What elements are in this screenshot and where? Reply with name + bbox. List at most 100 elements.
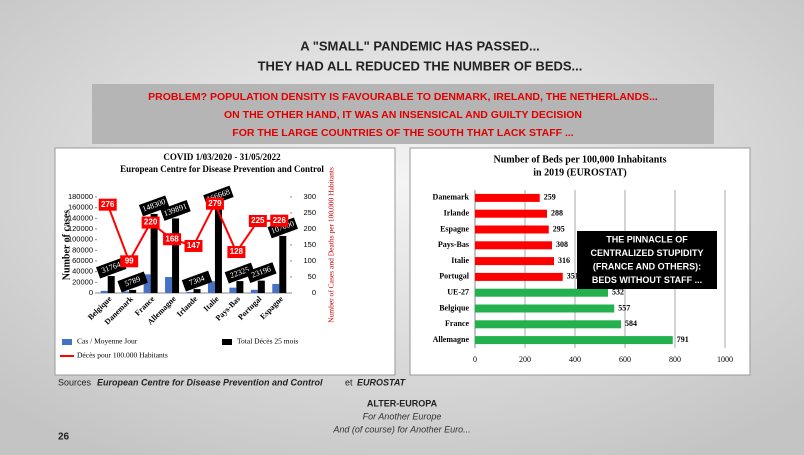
y-tick-label: Espagne xyxy=(440,224,469,233)
data-label: 31764 xyxy=(96,257,127,279)
annotation-box xyxy=(577,231,717,289)
banner-text: FOR THE LARGE COUNTRIES OF THE SOUTH THA… xyxy=(232,127,574,139)
data-label-box xyxy=(141,216,160,229)
annotation-text: BEDS WITHOUT STAFF ... xyxy=(592,275,702,285)
data-label: 288 xyxy=(551,209,563,218)
data-label-box xyxy=(205,197,224,210)
x-tick-label: 1000 xyxy=(717,355,733,364)
bar xyxy=(229,287,237,293)
bar xyxy=(475,288,608,297)
bar xyxy=(279,235,287,293)
y2-tick-label: 150 xyxy=(303,240,316,249)
data-label-box xyxy=(117,271,148,293)
legend-label: Total Décès 25 mois xyxy=(237,337,298,346)
y-tick-label: 120000 xyxy=(68,224,93,233)
y2-tick-label: 100 xyxy=(303,256,316,265)
data-label: 23196 xyxy=(246,262,277,284)
data-label: 259 xyxy=(544,193,556,202)
data-label-text: 226 xyxy=(273,216,287,225)
data-label: 791 xyxy=(677,335,689,344)
data-label-box xyxy=(246,262,277,284)
banner xyxy=(92,84,714,144)
y-tick-label: Belgique xyxy=(439,303,469,312)
y-tick-label: 160000 xyxy=(68,203,93,212)
sources-sep: et xyxy=(345,377,353,387)
y2-axis-title: Number of Cases and Deaths per 100,000 H… xyxy=(327,167,336,323)
y-tick-label: 0 xyxy=(89,288,93,297)
bar xyxy=(165,277,173,293)
chart-subtitle: European Centre for Disease Prevention a… xyxy=(120,164,324,174)
data-label-box xyxy=(96,257,127,279)
data-label-text: 279 xyxy=(208,199,222,208)
bar xyxy=(214,204,222,293)
annotation-text: THE PINNACLE OF xyxy=(606,234,688,244)
bar xyxy=(207,281,215,293)
y-tick-label: Allemagne xyxy=(433,335,470,344)
data-label-box xyxy=(160,199,191,221)
data-label-box xyxy=(163,233,182,246)
bar xyxy=(107,276,115,293)
y-tick-label: UE-27 xyxy=(447,288,469,297)
y-tick-label: 100000 xyxy=(68,235,93,244)
bar xyxy=(250,289,258,293)
chart-title: COVID 1/03/2020 - 31/05/2022 xyxy=(163,152,281,162)
data-label-box xyxy=(181,270,213,292)
banner-text: ON THE OTHER HAND, IT WAS AN INSENSICAL … xyxy=(224,109,582,121)
y-axis-title: Number of cases xyxy=(61,210,72,280)
y2-tick-label: 250 xyxy=(303,208,316,217)
bar xyxy=(272,283,280,293)
bar xyxy=(475,320,621,329)
y-tick-label: 60000 xyxy=(72,256,93,265)
data-label: 295 xyxy=(553,224,565,233)
bar xyxy=(257,280,265,293)
y-tick-label: Pays-Bas xyxy=(438,240,469,249)
y-tick-label: 40000 xyxy=(72,267,93,276)
data-label: 7304 xyxy=(181,270,213,292)
footer-text: For Another Europe xyxy=(363,411,442,421)
y-tick-label: 180000 xyxy=(68,192,93,201)
x-tick-label: 800 xyxy=(669,355,681,364)
bar xyxy=(475,225,549,234)
data-label: 532 xyxy=(612,288,624,297)
page-number: 26 xyxy=(58,432,70,443)
x-tick-label: 400 xyxy=(569,355,581,364)
sources-label: Sources xyxy=(58,377,92,387)
bar xyxy=(236,281,244,293)
data-label: 584 xyxy=(625,319,637,328)
annotation-text: CENTRALIZED STUPIDITY xyxy=(590,248,703,258)
source: EUROSTAT xyxy=(357,377,407,387)
bar xyxy=(475,272,563,281)
bar xyxy=(143,274,151,293)
chart-subtitle: in 2019 (EUROSTAT) xyxy=(533,167,627,178)
title: THEY HAD ALL REDUCED THE NUMBER OF BEDS.… xyxy=(258,58,583,73)
data-label: 351 xyxy=(567,272,579,281)
x-tick-label: 200 xyxy=(519,355,531,364)
x-tick-label: 0 xyxy=(473,355,477,364)
bar xyxy=(150,213,158,293)
y-tick-label: Irlande xyxy=(444,209,470,218)
bar xyxy=(475,209,547,218)
x-tick-label: 600 xyxy=(619,355,631,364)
chart-title: Number of Beds per 100,000 Inhabitants xyxy=(494,154,667,165)
data-label-box xyxy=(248,215,267,227)
data-label-box xyxy=(270,214,289,227)
bar xyxy=(475,304,615,313)
y-tick-label: Italie xyxy=(451,256,469,265)
bar xyxy=(475,257,554,266)
data-label: 557 xyxy=(618,303,630,312)
data-label-text: 147 xyxy=(187,241,201,250)
data-label-box xyxy=(227,246,246,259)
banner-text: PROBLEM? POPULATION DENSITY IS FAVOURABL… xyxy=(148,91,658,103)
y-tick-label: Danemark xyxy=(433,193,470,202)
y2-tick-label: 50 xyxy=(308,272,316,281)
legend-swatch xyxy=(62,339,72,345)
data-label-text: 128 xyxy=(230,247,244,256)
data-label-text: 220 xyxy=(144,218,158,227)
data-label: 22325 xyxy=(224,262,256,284)
y2-tick-label: 0 xyxy=(312,288,316,297)
footer-brand: ALTER-EUROPA xyxy=(367,398,438,408)
data-label-box xyxy=(98,198,117,211)
data-label-box xyxy=(120,255,139,268)
bar xyxy=(129,289,137,293)
